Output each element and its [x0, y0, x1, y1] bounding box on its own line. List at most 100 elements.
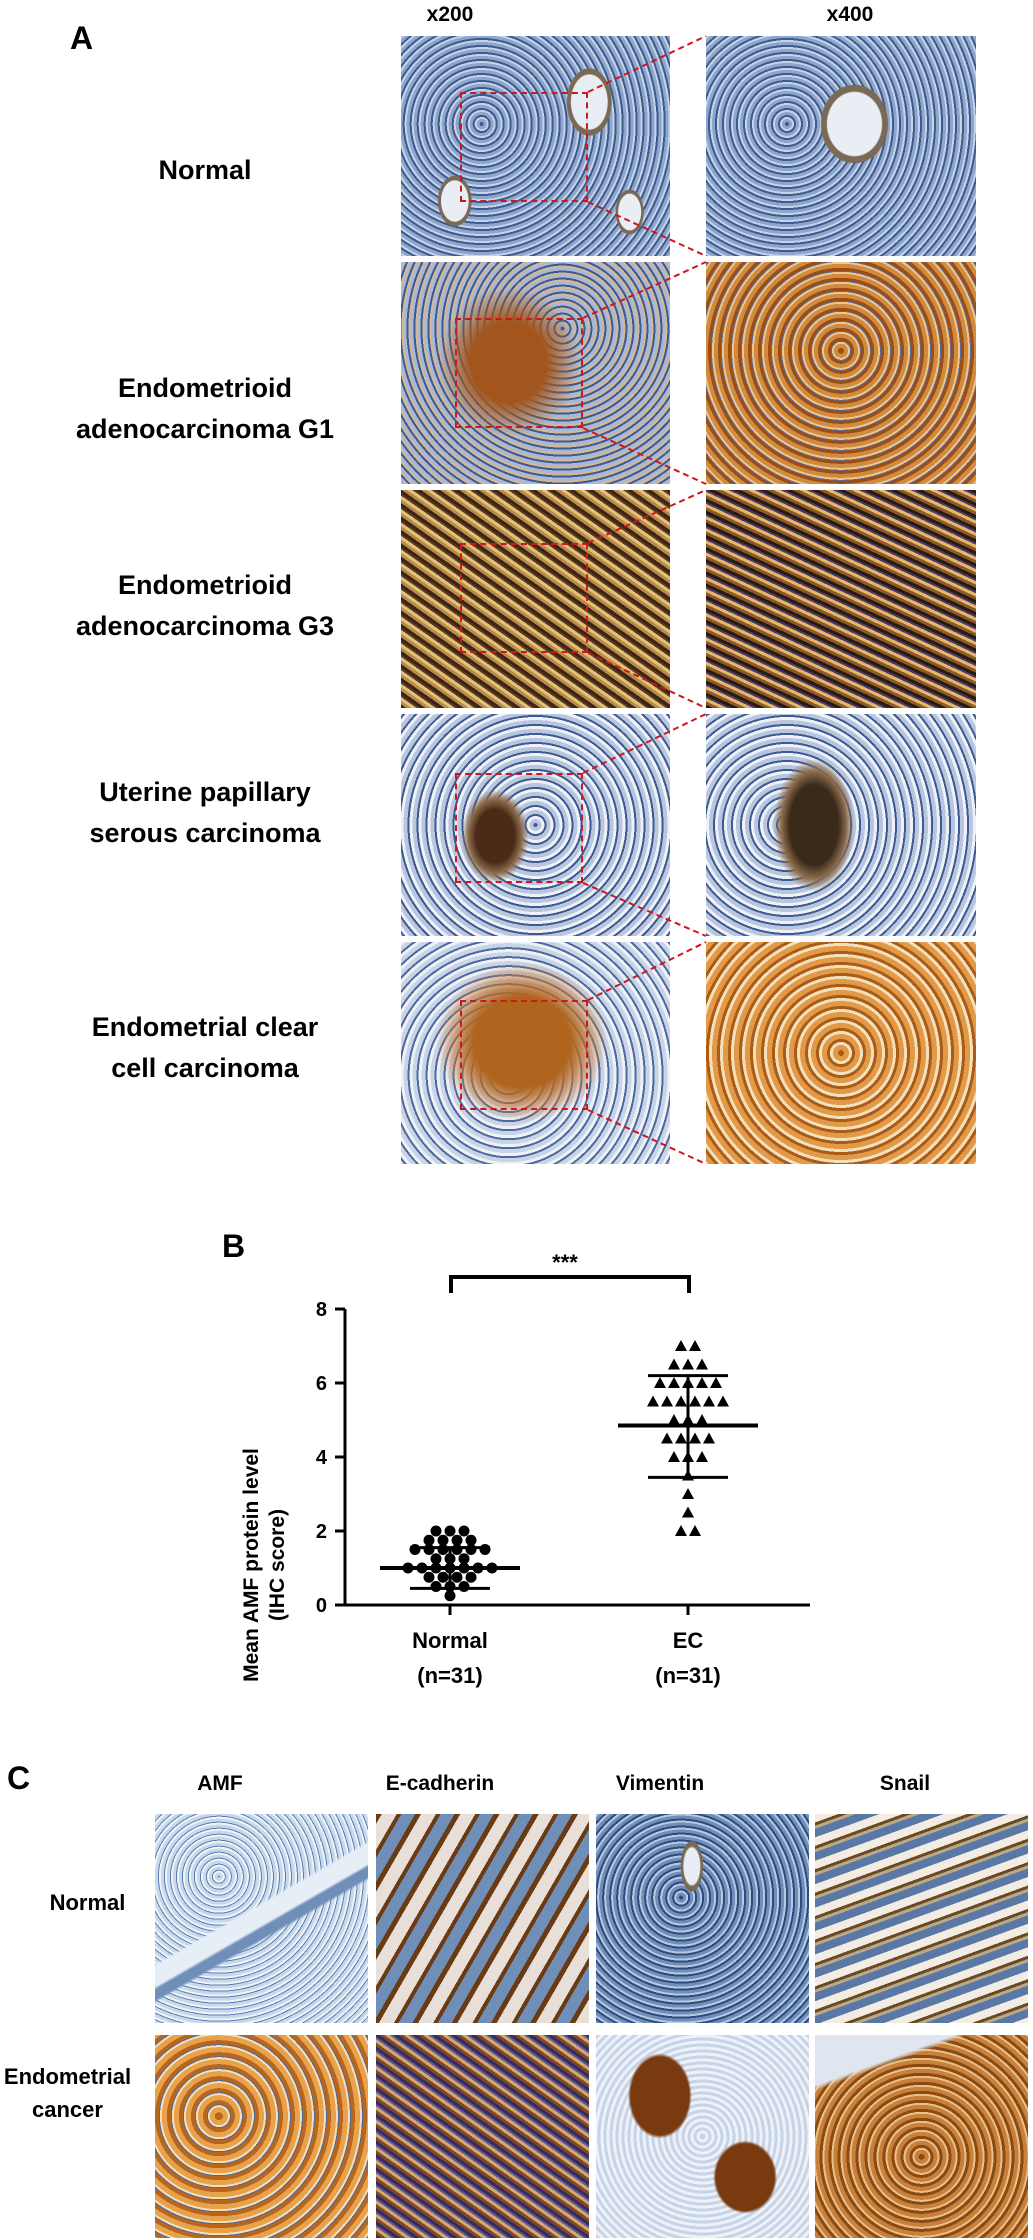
micrograph-normal-x400 — [706, 36, 976, 256]
micrograph-vimentin-cancer — [596, 2035, 809, 2238]
panel-a-row-label-normal: Normal — [20, 150, 390, 191]
row-label-line2: cancer — [32, 2097, 103, 2122]
data-point-ec — [689, 1525, 701, 1536]
data-point-ec — [668, 1451, 680, 1462]
data-point-ec — [675, 1525, 687, 1536]
significance-bracket — [449, 1275, 691, 1293]
data-point-normal — [430, 1553, 442, 1565]
data-point-normal — [458, 1581, 470, 1592]
data-point-ec — [675, 1395, 687, 1407]
row-label-line1: Normal — [49, 1890, 126, 1915]
data-point-ec — [689, 1395, 701, 1407]
data-point-ec — [703, 1395, 715, 1407]
zoom-box-clear — [460, 1000, 588, 1110]
y-tick-label: 2 — [316, 1521, 327, 1543]
y-tick-label: 6 — [316, 1373, 327, 1395]
data-point-ec — [696, 1377, 708, 1388]
data-point-ec — [682, 1488, 694, 1499]
data-point-ec — [689, 1432, 701, 1444]
data-point-normal — [437, 1571, 449, 1583]
data-point-normal — [451, 1534, 463, 1546]
data-point-ec — [661, 1395, 673, 1407]
row-label-line1: Endometrial — [3, 2064, 132, 2089]
data-point-ec — [668, 1377, 680, 1388]
data-point-normal — [437, 1534, 449, 1546]
micrograph-amf-normal — [155, 1814, 368, 2023]
micrograph-snail-normal — [815, 1814, 1028, 2023]
panel-c-row-label-cancer: Endometrial cancer — [0, 2060, 135, 2126]
panel-c-letter: C — [7, 1760, 31, 1796]
data-point-ec — [710, 1377, 722, 1388]
data-point-ec — [675, 1432, 687, 1444]
data-point-normal — [423, 1534, 435, 1546]
micrograph-amf-cancer — [155, 2035, 368, 2238]
panel-c-col-ecadherin: E-cadherin — [385, 1772, 495, 1795]
data-point-ec — [696, 1414, 708, 1425]
data-point-normal — [423, 1544, 435, 1555]
row-label-line1: Endometrioid — [118, 373, 292, 403]
significance-label: *** — [552, 1250, 578, 1275]
panel-a-row-label-g1: Endometrioid adenocarcinoma G1 — [20, 368, 390, 449]
panel-a-letter: A — [70, 20, 94, 56]
panel-a-col-x400: x400 — [826, 3, 874, 26]
zoom-box-upsc — [455, 773, 583, 883]
data-point-normal — [409, 1544, 421, 1555]
y-axis-label-line2: (IHC score) — [266, 1509, 289, 1621]
row-label-line2: adenocarcinoma G1 — [75, 413, 335, 444]
micrograph-g3-x400 — [706, 490, 976, 708]
data-point-ec — [696, 1358, 708, 1370]
panel-b-chart: *** Mean AMF protein level (IHC score) 0… — [240, 1250, 810, 1688]
panel-c-col-vimentin: Vimentin — [615, 1772, 705, 1795]
x-category-normal-n: (n=31) — [417, 1663, 482, 1688]
panel-c-col-snail: Snail — [879, 1772, 931, 1795]
micrograph-g1-x400 — [706, 262, 976, 484]
micrograph-ecadherin-cancer — [376, 2035, 589, 2238]
data-point-ec — [682, 1506, 694, 1518]
data-point-normal — [437, 1544, 449, 1555]
row-label-line1: Endometrioid — [118, 570, 292, 600]
data-point-ec — [661, 1432, 673, 1444]
data-point-ec — [647, 1395, 659, 1407]
panel-b-letter: B — [222, 1228, 246, 1264]
data-point-ec — [696, 1451, 708, 1462]
panel-a-row-label-clear: Endometrial clear cell carcinoma — [20, 1007, 390, 1088]
row-label-line1: Endometrial clear — [91, 1012, 319, 1042]
data-point-ec — [682, 1358, 694, 1370]
micrograph-ecadherin-normal — [376, 1814, 589, 2023]
data-point-ec — [654, 1377, 666, 1388]
data-point-normal — [458, 1553, 470, 1565]
data-point-normal — [479, 1544, 491, 1555]
data-point-ec — [668, 1414, 680, 1425]
data-point-normal — [444, 1525, 456, 1537]
data-point-normal — [465, 1534, 477, 1546]
data-point-normal — [430, 1581, 442, 1592]
micrograph-vimentin-normal — [596, 1814, 809, 2023]
panel-c-col-amf: AMF — [197, 1772, 243, 1795]
data-point-normal — [430, 1525, 442, 1537]
x-category-ec-n: (n=31) — [655, 1663, 720, 1688]
micrograph-snail-cancer — [815, 2035, 1028, 2238]
y-tick-label: 8 — [316, 1299, 327, 1321]
y-tick-label: 4 — [316, 1447, 328, 1469]
micrograph-clear-x400 — [706, 942, 976, 1164]
data-point-ec — [668, 1358, 680, 1370]
zoom-box-g3 — [460, 543, 588, 653]
panel-c-row-label-normal: Normal — [0, 1886, 175, 1919]
zoom-box-normal — [460, 92, 588, 202]
data-point-ec — [703, 1432, 715, 1444]
panel-a-row-label-upsc: Uterine papillary serous carcinoma — [20, 772, 390, 853]
zoom-box-g1 — [455, 318, 583, 428]
panel-a-col-x200: x200 — [426, 3, 474, 26]
row-label-line2: cell carcinoma — [111, 1052, 299, 1083]
y-axis-label-line1: Mean AMF protein level — [240, 1448, 263, 1682]
x-category-normal: Normal — [412, 1628, 488, 1653]
data-point-ec — [675, 1340, 687, 1351]
row-label-line1: Normal — [158, 155, 252, 185]
x-category-ec: EC — [673, 1628, 704, 1653]
data-point-normal — [458, 1525, 470, 1537]
micrograph-upsc-x400 — [706, 714, 976, 936]
data-point-ec — [717, 1395, 729, 1407]
y-tick-label: 0 — [316, 1595, 327, 1617]
row-label-line2: serous carcinoma — [89, 817, 321, 848]
data-point-normal — [451, 1544, 463, 1555]
